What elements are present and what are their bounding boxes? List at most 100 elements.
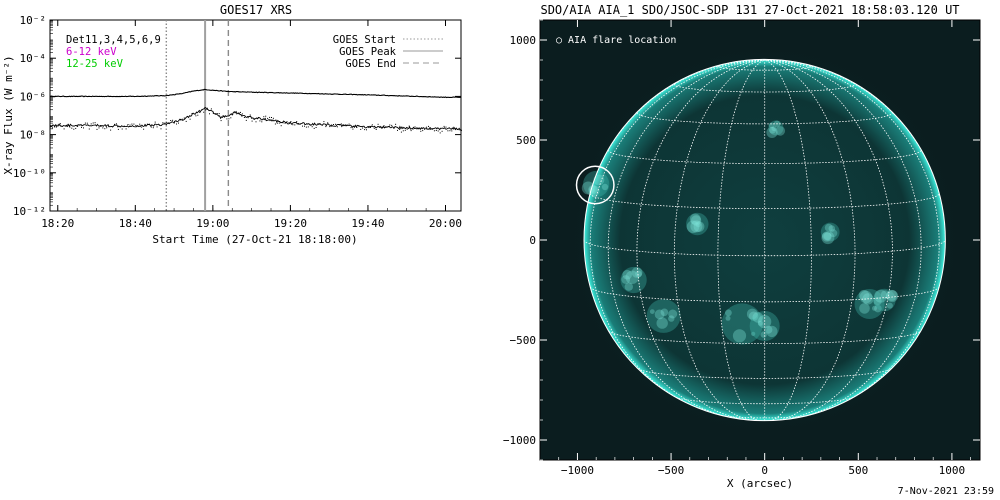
goes-short-sample: [455, 129, 457, 131]
goes-short-sample: [63, 128, 65, 130]
goes-short-sample: [433, 130, 435, 132]
goes-short-sample: [121, 128, 123, 130]
goes-short-sample: [451, 130, 453, 132]
aia-image-chart: SDO/AIA AIA_1 SDO/JSOC-SDP 131 27-Oct-20…: [503, 3, 981, 490]
active-region-glow: [873, 288, 896, 312]
goes-x-tick-label: 18:20: [41, 217, 74, 230]
goes-short-sample: [278, 122, 280, 124]
active-region-knot: [752, 312, 764, 323]
goes-short-sample: [418, 127, 420, 129]
goes-short-sample: [309, 124, 311, 126]
active-region-knot: [874, 289, 888, 303]
goes-short-sample: [148, 123, 150, 125]
goes-series-long: [49, 88, 462, 99]
active-region-knot: [872, 305, 877, 311]
aia-y-axis: −1000 −500 0 500 1000: [503, 19, 980, 461]
goes-short-sample: [51, 127, 53, 129]
active-region-knot: [775, 126, 786, 136]
goes-short-sample: [193, 113, 195, 115]
goes-short-sample: [431, 128, 433, 130]
goes-short-sample: [214, 113, 216, 115]
active-region-knot: [766, 126, 778, 138]
goes-short-sample: [96, 128, 98, 130]
goes-short-sample: [133, 123, 135, 125]
grid-latitude-line: [584, 239, 946, 257]
goes-short-sample: [69, 126, 71, 128]
goes-short-sample: [162, 122, 164, 124]
goes-short-sample: [106, 127, 108, 129]
goes-short-sample: [181, 118, 183, 120]
active-region-knot: [624, 282, 633, 291]
goes-short-sample: [243, 117, 245, 118]
grid-longitude-line: [764, 59, 812, 421]
goes-short-sample: [430, 128, 431, 130]
goes-short-sample: [453, 126, 455, 128]
active-region-knot: [622, 269, 632, 280]
goes-short-sample: [346, 124, 348, 126]
goes-short-sample: [195, 115, 197, 117]
goes-short-sample: [327, 122, 329, 124]
goes-short-sample: [379, 125, 381, 127]
goes-short-sample: [387, 126, 389, 128]
active-region-glow: [583, 170, 610, 198]
goes-short-sample: [422, 130, 424, 132]
goes-short-sample: [410, 130, 412, 132]
goes-y-axis-label: X-ray Flux (W m⁻²): [2, 55, 15, 174]
active-region-knot: [695, 222, 701, 228]
goes-short-sample: [55, 126, 57, 128]
goes-short-sample: [61, 125, 63, 127]
goes-short-sample: [461, 129, 462, 131]
goes-short-sample: [385, 126, 387, 128]
active-region-knot: [656, 317, 668, 329]
goes-y-tick-label: 10⁻²: [20, 14, 47, 27]
goes-short-sample: [338, 124, 340, 126]
goes-short-sample: [230, 117, 232, 119]
goes-short-sample: [333, 124, 334, 125]
goes-short-sample: [307, 126, 309, 128]
goes-y-tick-label: 10⁻⁸: [20, 129, 47, 142]
goes-short-sample: [317, 123, 319, 125]
aia-x-tick-label: 0: [761, 464, 768, 477]
goes-short-sample: [207, 107, 208, 109]
goes-short-sample: [352, 128, 354, 130]
goes-short-sample: [315, 127, 317, 128]
solar-limb-outline: [583, 58, 946, 422]
goes-short-sample: [329, 126, 331, 128]
goes-short-sample: [251, 120, 253, 122]
goes-short-sample: [176, 123, 177, 125]
goes-chart-title: GOES17 XRS: [220, 3, 292, 17]
goes-short-sample: [420, 130, 422, 132]
goes-short-sample: [245, 119, 247, 121]
goes-short-sample: [112, 126, 113, 128]
goes-time-markers: [165, 20, 230, 211]
goes-series-short-scatter: [50, 107, 462, 134]
active-region-knot: [874, 304, 882, 313]
goes-y-tick-label: 10⁻¹²: [13, 205, 46, 218]
goes-short-sample: [170, 120, 172, 121]
active-region-glow: [620, 266, 647, 294]
goes-short-sample: [179, 119, 181, 121]
goes-short-sample: [265, 115, 267, 117]
goes-short-sample: [160, 128, 162, 130]
goes-detector-legend-entry: 12-25 keV: [66, 58, 124, 70]
goes-short-sample: [228, 118, 230, 120]
grid-latitude-line: [717, 66, 812, 71]
goes-short-sample: [119, 126, 121, 128]
goes-short-sample: [50, 126, 51, 128]
active-region-knot: [660, 308, 669, 317]
goes-short-sample: [98, 127, 100, 129]
active-region-knot: [821, 231, 835, 245]
goes-short-sample: [174, 121, 176, 122]
active-region-knot: [693, 221, 705, 233]
goes-short-sample: [284, 122, 286, 124]
goes-short-sample: [267, 117, 269, 119]
active-region-knot: [690, 220, 703, 233]
goes-short-sample: [393, 127, 395, 129]
goes-short-sample: [67, 123, 69, 125]
active-region-knot: [859, 303, 870, 314]
active-region-knot: [751, 331, 756, 336]
goes-short-sample: [443, 125, 445, 127]
